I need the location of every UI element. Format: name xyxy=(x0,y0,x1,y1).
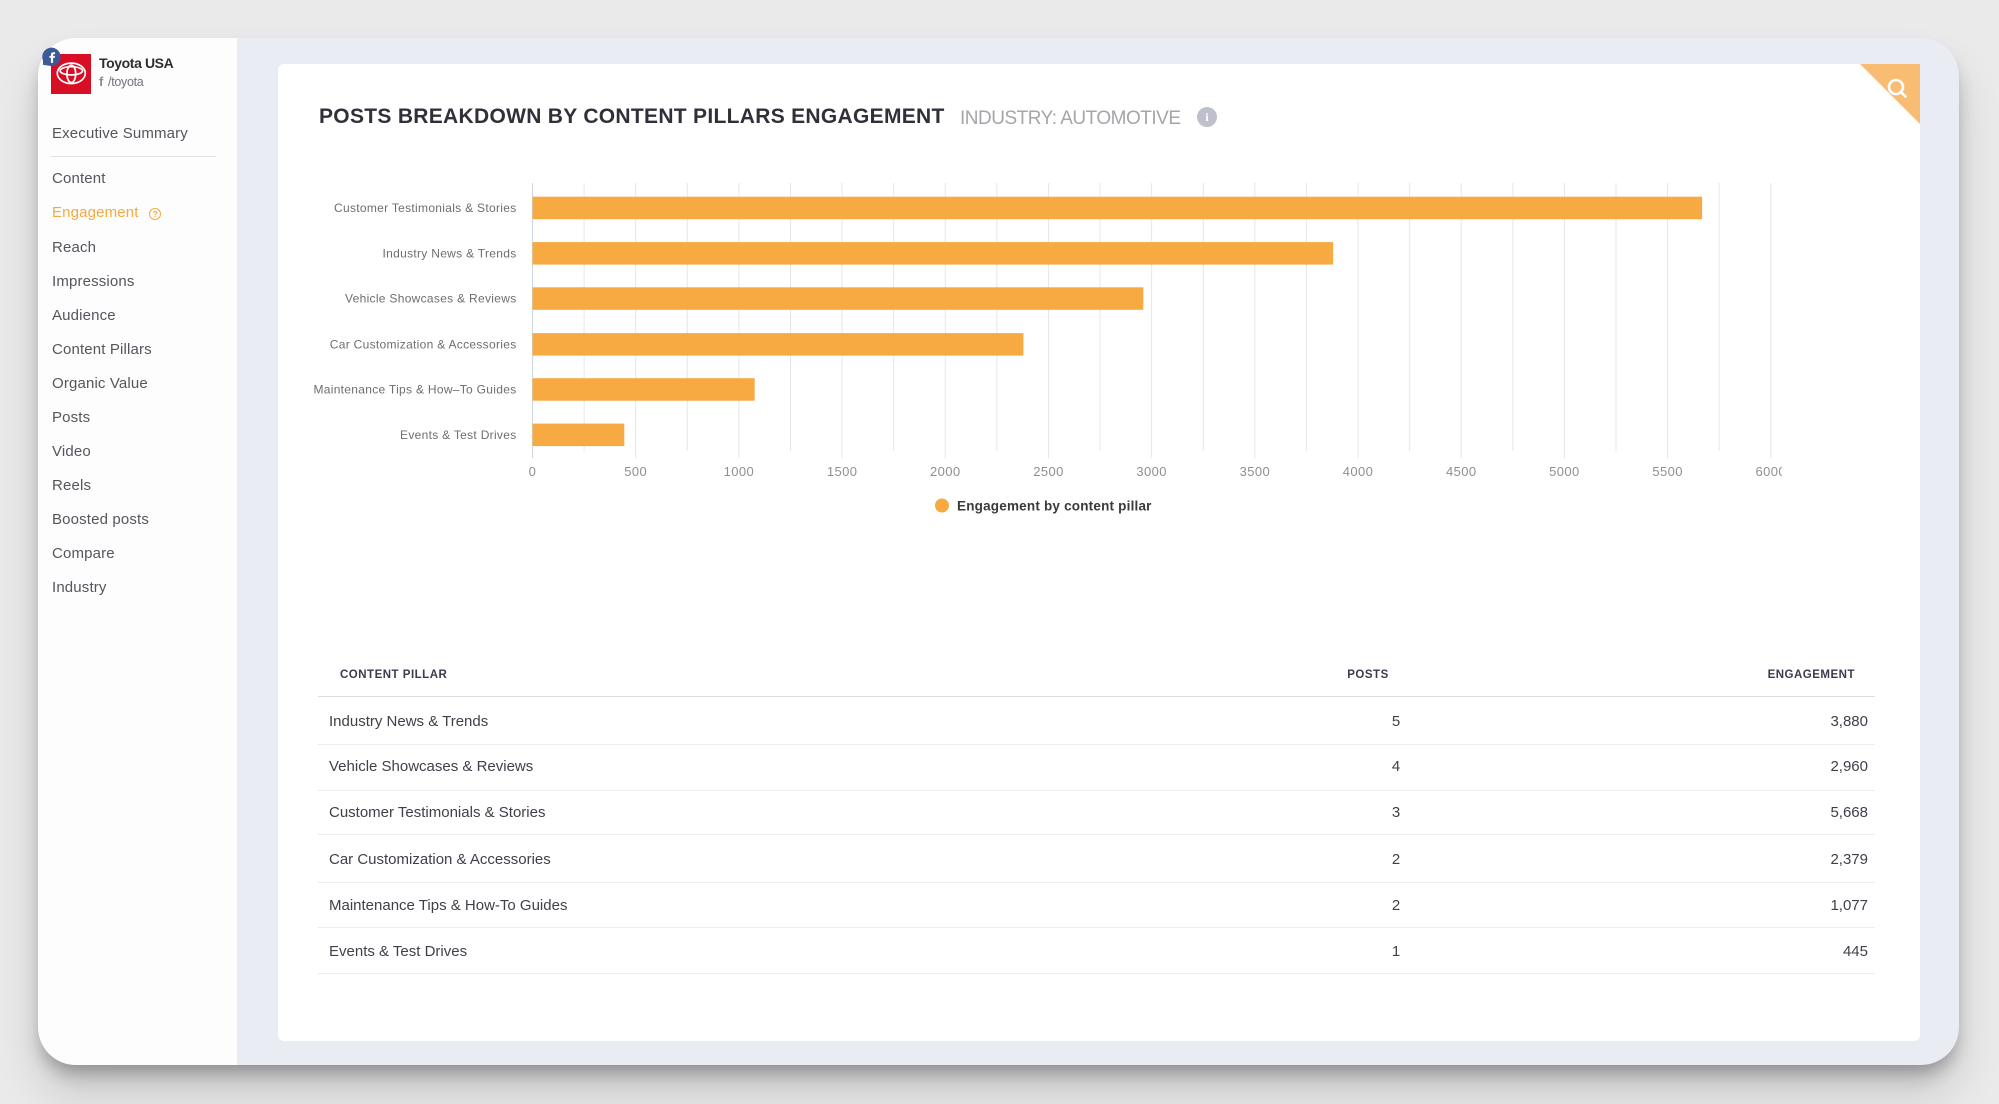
svg-text:4500: 4500 xyxy=(1446,464,1477,479)
svg-text:0: 0 xyxy=(529,464,537,479)
svg-text:1000: 1000 xyxy=(724,464,755,479)
svg-text:Customer Testimonials & Storie: Customer Testimonials & Stories xyxy=(334,201,516,215)
svg-text:Car Customization & Accessorie: Car Customization & Accessories xyxy=(330,337,517,351)
svg-text:2500: 2500 xyxy=(1033,464,1064,479)
svg-text:Engagement by content pillar: Engagement by content pillar xyxy=(957,499,1152,514)
svg-text:4000: 4000 xyxy=(1343,464,1374,479)
svg-text:500: 500 xyxy=(624,464,647,479)
svg-text:Industry News & Trends: Industry News & Trends xyxy=(383,246,517,260)
svg-text:5000: 5000 xyxy=(1549,464,1580,479)
svg-text:6000: 6000 xyxy=(1756,464,1782,479)
svg-text:2000: 2000 xyxy=(930,464,961,479)
svg-text:Vehicle Showcases & Reviews: Vehicle Showcases & Reviews xyxy=(345,292,517,306)
svg-text:3000: 3000 xyxy=(1136,464,1167,479)
svg-text:3500: 3500 xyxy=(1240,464,1271,479)
svg-text:1500: 1500 xyxy=(827,464,858,479)
svg-text:Maintenance Tips & How–To Guid: Maintenance Tips & How–To Guides xyxy=(313,383,516,397)
svg-text:Events & Test Drives: Events & Test Drives xyxy=(400,428,516,442)
svg-text:5500: 5500 xyxy=(1652,464,1683,479)
